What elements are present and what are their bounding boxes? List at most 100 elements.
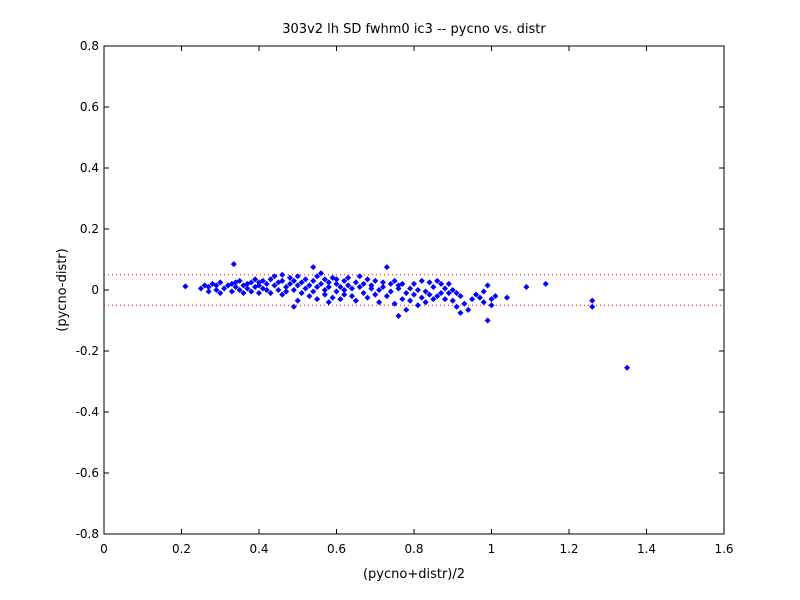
data-point <box>294 273 301 280</box>
x-tick-label: 0.8 <box>404 542 423 556</box>
data-point <box>290 286 297 294</box>
data-point <box>337 283 344 290</box>
chart-title: 303v2 lh SD fwhm0 ic3 -- pycno vs. distr <box>282 22 546 37</box>
data-point <box>333 288 340 295</box>
data-point <box>236 277 243 284</box>
data-point <box>352 279 359 286</box>
data-point <box>244 285 251 292</box>
data-point <box>453 303 460 310</box>
data-point <box>403 306 410 313</box>
data-point <box>310 264 317 271</box>
data-point <box>302 276 309 283</box>
data-point <box>589 303 596 310</box>
data-point <box>182 283 189 290</box>
data-point <box>232 283 239 290</box>
data-point <box>430 296 437 303</box>
data-point <box>321 286 328 294</box>
data-point <box>465 306 472 313</box>
x-tick-label: 0 <box>100 542 108 556</box>
data-points <box>182 261 631 371</box>
data-point <box>263 286 270 294</box>
data-point <box>395 285 402 292</box>
x-axis-ticks: 0 0.2 0.4 0.6 0.8 1 1.2 1.4 1.6 <box>100 46 734 556</box>
data-point <box>248 288 255 295</box>
data-point <box>263 280 270 287</box>
data-point <box>434 277 441 284</box>
data-point <box>387 288 394 295</box>
data-point <box>457 293 464 300</box>
data-point <box>453 290 460 297</box>
data-point <box>255 290 263 297</box>
data-point <box>430 283 437 290</box>
data-point <box>383 264 390 271</box>
data-point <box>410 280 418 287</box>
data-point <box>201 282 208 289</box>
data-point <box>321 276 328 283</box>
data-point <box>317 280 325 287</box>
data-point <box>503 294 511 301</box>
data-point <box>414 302 421 309</box>
data-point <box>445 290 452 297</box>
data-point <box>387 280 394 287</box>
data-point <box>259 277 266 284</box>
y-tick-label: -0.4 <box>76 405 99 419</box>
data-point <box>399 280 406 287</box>
data-point <box>341 277 348 284</box>
data-point <box>325 279 332 286</box>
data-point <box>472 291 480 298</box>
data-point <box>255 282 263 289</box>
data-point <box>348 293 356 300</box>
data-point <box>383 293 390 300</box>
y-tick-label: -0.8 <box>76 527 99 541</box>
data-point <box>252 276 259 283</box>
data-point <box>240 290 247 297</box>
data-point <box>298 290 305 297</box>
data-point <box>523 283 530 290</box>
data-point <box>372 291 379 298</box>
data-point <box>414 286 421 294</box>
data-point <box>542 280 549 287</box>
data-point <box>418 294 425 301</box>
data-point <box>321 291 328 298</box>
data-point <box>267 290 274 297</box>
data-point <box>488 302 495 309</box>
data-point <box>480 299 487 306</box>
data-point <box>217 290 224 297</box>
data-point <box>368 285 375 292</box>
data-point <box>217 279 224 286</box>
data-point <box>364 294 371 301</box>
data-point <box>283 288 290 295</box>
data-point <box>221 285 228 292</box>
data-point <box>310 288 317 295</box>
data-point <box>589 297 596 304</box>
data-point <box>279 277 286 284</box>
data-point <box>337 296 344 303</box>
data-point <box>445 280 452 287</box>
data-point <box>333 276 340 283</box>
data-point <box>360 290 367 297</box>
data-point <box>236 286 243 294</box>
data-point <box>484 282 491 289</box>
data-point <box>213 282 220 289</box>
data-point <box>345 282 352 289</box>
data-point <box>492 293 499 300</box>
data-point <box>248 279 255 286</box>
data-point <box>314 296 321 303</box>
y-axis-ticks: -0.8 -0.6 -0.4 -0.2 0 0.2 0.4 0.6 0.8 <box>76 39 724 541</box>
data-point <box>310 277 317 284</box>
x-tick-label: 1.4 <box>637 542 656 556</box>
data-point <box>306 293 313 300</box>
data-point <box>426 279 433 286</box>
data-point <box>360 280 367 287</box>
data-point <box>441 296 449 303</box>
data-point <box>372 277 379 284</box>
data-point <box>399 296 406 303</box>
data-point <box>286 280 294 287</box>
data-point <box>213 286 220 294</box>
data-point <box>379 283 387 290</box>
data-point <box>205 288 212 295</box>
y-tick-label: -0.2 <box>76 344 99 358</box>
data-point <box>438 280 445 287</box>
data-point <box>449 286 456 294</box>
